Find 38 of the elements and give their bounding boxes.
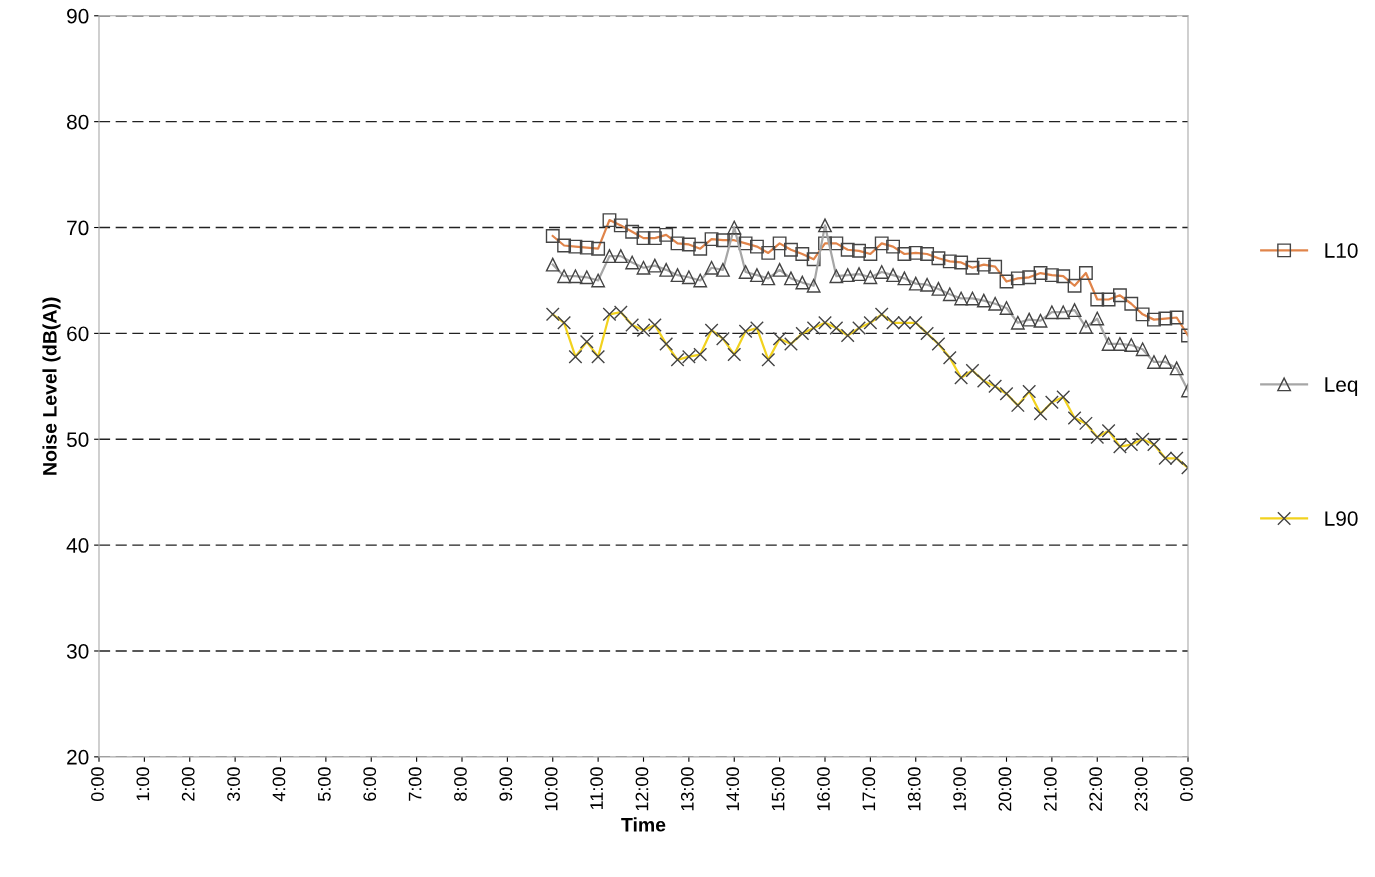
x-tick-label: 12:00 (635, 767, 649, 811)
x-tick-label: 8:00 (454, 767, 467, 801)
x-tick-label: 23:00 (1134, 767, 1148, 811)
y-tick-label: 60 (67, 326, 89, 342)
y-tick-label: 70 (67, 220, 89, 236)
x-tick-label: 19:00 (953, 767, 966, 811)
y-axis-title: Noise Level (dB(A)) (42, 297, 61, 475)
x-tick-label: 1:00 (136, 767, 150, 801)
x-tick-label: 4:00 (272, 767, 286, 802)
x-tick-label: 17:00 (862, 767, 876, 811)
x-tick-label: 21:00 (1043, 767, 1057, 811)
legend-label: L10 (1325, 243, 1358, 258)
x-tick-label: 6:00 (363, 767, 377, 801)
x-tick-label: 18:00 (907, 767, 921, 811)
x-tick-label: 13:00 (680, 767, 694, 811)
x-tick-label: 16:00 (817, 767, 830, 811)
y-tick-label: 50 (66, 432, 89, 448)
x-tick-label: 0:00 (91, 767, 104, 802)
y-tick-label: 80 (67, 114, 89, 130)
y-tick-label: 90 (67, 8, 89, 24)
legend-label: Leq (1325, 377, 1358, 397)
x-tick-label: 22:00 (1089, 767, 1103, 811)
x-tick-label: 15:00 (771, 767, 785, 811)
y-tick-label: 30 (66, 643, 89, 659)
x-tick-label: 11:00 (590, 767, 603, 810)
x-tick-label: 3:00 (227, 767, 240, 802)
x-tick-label: 14:00 (726, 767, 740, 811)
y-tick-label: 40 (66, 538, 89, 553)
x-tick-label: 9:00 (499, 767, 513, 801)
x-tick-label: 0:00 (1180, 767, 1193, 802)
legend-label: L90 (1325, 511, 1358, 526)
x-axis-title: Time (621, 817, 666, 832)
y-tick-label: 20 (67, 749, 89, 765)
x-tick-label: 2:00 (181, 767, 195, 801)
x-tick-label: 5:00 (317, 767, 331, 801)
x-tick-label: 20:00 (998, 767, 1012, 811)
x-tick-label: 7:00 (408, 767, 422, 801)
x-tick-label: 10:00 (544, 767, 558, 811)
